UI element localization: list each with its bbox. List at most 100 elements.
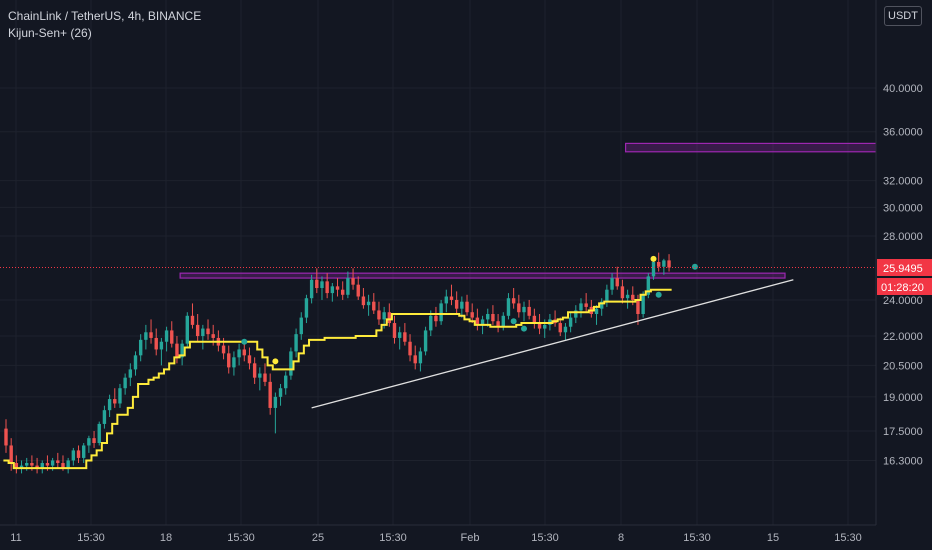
y-tick-label-6: 28.0000 [883, 231, 923, 243]
candle-body [366, 301, 371, 306]
x-tick-label-7: 15:30 [531, 532, 559, 544]
candle-64 [335, 278, 340, 297]
candle-26 [138, 334, 143, 362]
candle-127 [662, 258, 666, 275]
candle-body [439, 303, 443, 322]
candle-106 [553, 310, 557, 327]
candle-body [579, 303, 583, 311]
candle-body [299, 317, 303, 335]
candle-body [527, 306, 531, 316]
candle-body [496, 321, 500, 327]
last-price-label: 25.9495 [883, 263, 923, 275]
candle-body [480, 319, 485, 325]
x-tick-label-1: 15:30 [77, 532, 105, 544]
candle-body [511, 298, 516, 304]
candle-body [351, 278, 355, 285]
candle-body [71, 450, 76, 461]
candle-102 [532, 308, 537, 329]
candle-86 [449, 284, 454, 306]
zones-layer [179, 142, 879, 279]
candle-body [506, 298, 511, 316]
x-tick-label-6: Feb [461, 532, 480, 544]
candle-75 [392, 315, 397, 344]
x-tick-label-4: 25 [312, 532, 324, 544]
last-price-badge [877, 259, 932, 276]
candle-110 [574, 305, 578, 324]
target-zone [624, 142, 879, 153]
signal-dot-5 [655, 291, 662, 298]
candle-body [268, 381, 272, 408]
candle-body [237, 349, 241, 358]
x-tick-label-11: 15:30 [834, 532, 862, 544]
candle-66 [346, 271, 350, 299]
signal-dot-0 [241, 338, 248, 345]
candle-49 [258, 367, 262, 391]
candle-1 [9, 438, 13, 471]
candle-16 [87, 435, 91, 453]
candle-85 [444, 289, 448, 313]
candle-body [40, 463, 44, 469]
candle-body [558, 323, 562, 333]
candle-36 [190, 303, 195, 329]
candle-body [615, 278, 619, 287]
candle-60 [315, 268, 319, 294]
candle-body [133, 355, 138, 370]
candle-43 [227, 345, 231, 374]
x-tick-label-3: 15:30 [227, 532, 255, 544]
candle-body [113, 399, 117, 404]
candle-68 [356, 276, 360, 300]
candle-14 [76, 445, 81, 464]
time-axis[interactable]: 11 15:30 18 15:30 25 15:30 Feb 15:30 8 15:30 15 15:… [0, 524, 932, 550]
candle-body [382, 312, 386, 320]
ascending-trendline [311, 279, 794, 409]
candle-body [574, 310, 578, 318]
candle-body [56, 460, 60, 464]
signal-dot-3 [521, 325, 527, 332]
candle-0 [4, 419, 8, 453]
y-tick-label-1: 17.5000 [883, 426, 923, 438]
candle-body [247, 355, 252, 364]
candle-body [372, 301, 376, 311]
candle-body [486, 314, 490, 320]
candle-body [30, 463, 34, 466]
y-tick-label-9: 36.0000 [883, 127, 923, 139]
candle-17 [92, 430, 96, 448]
candle-62 [325, 273, 329, 299]
candle-19 [102, 405, 107, 429]
candle-128 [667, 254, 671, 272]
candle-body [325, 281, 329, 294]
candle-59 [309, 274, 314, 304]
symbol-title[interactable]: ChainLink / TetherUS, 4h, BINANCE [8, 9, 202, 23]
candle-10 [56, 452, 60, 469]
candle-body [304, 298, 309, 318]
candle-61 [320, 276, 324, 300]
candle-body [356, 284, 360, 297]
candle-body [636, 299, 640, 315]
candle-body [600, 301, 604, 309]
currency-button[interactable]: USDT [884, 6, 922, 26]
kijun-line-layer [3, 288, 672, 470]
candle-72 [377, 301, 381, 325]
candle-body [159, 341, 164, 350]
candle-body [667, 260, 671, 268]
candle-body [138, 339, 143, 356]
kijun-sen-line [3, 288, 672, 470]
indicator-title[interactable]: Kijun-Sen+ (26) [8, 26, 92, 40]
candle-7 [40, 460, 44, 474]
candle-29 [154, 328, 158, 356]
candle-body [584, 303, 588, 307]
candle-30 [159, 337, 164, 366]
candle-body [631, 294, 635, 300]
candle-body [403, 332, 407, 342]
candle-20 [107, 394, 112, 418]
candle-50 [263, 363, 267, 387]
y-tick-label-8: 32.0000 [883, 176, 923, 188]
candle-body [123, 377, 127, 389]
candle-94 [491, 305, 495, 325]
candle-body [180, 343, 184, 358]
candle-body [278, 388, 283, 397]
candle-body [107, 399, 112, 411]
candle-body [413, 355, 417, 364]
countdown-label: 01:28:20 [881, 282, 924, 294]
